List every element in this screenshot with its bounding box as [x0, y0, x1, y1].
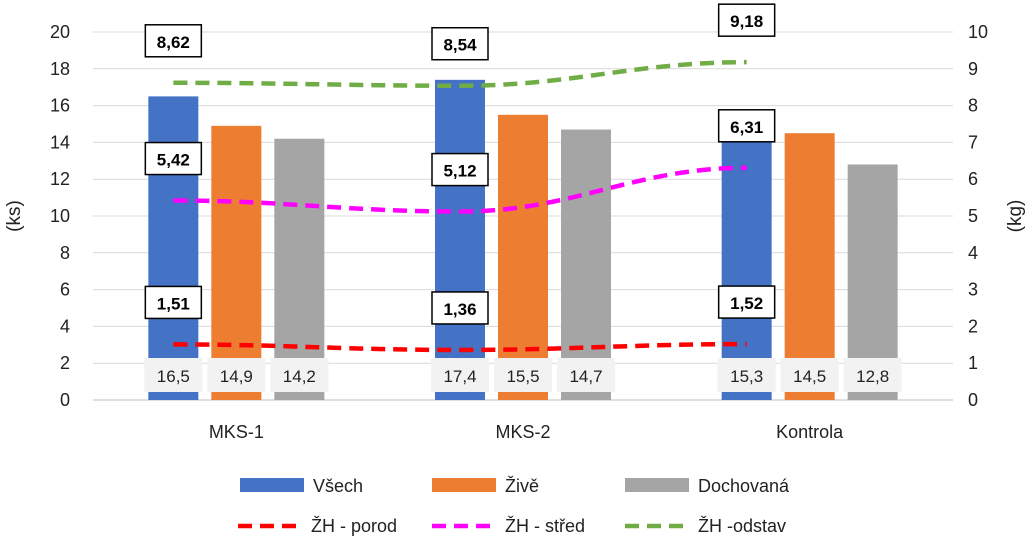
bar-value-label: 14,7 — [569, 367, 602, 386]
legend-label: Dochovaná — [698, 476, 790, 496]
legend-swatch-bar — [240, 478, 304, 492]
bar-value-label: 14,2 — [283, 367, 316, 386]
bar-value-label: 17,4 — [443, 367, 476, 386]
line-label-box — [431, 291, 489, 325]
left-tick-label: 2 — [60, 353, 70, 373]
bar-2-0 — [274, 138, 325, 400]
bar-1-2 — [784, 133, 835, 400]
line-label-box — [431, 152, 489, 187]
bar-value-label: 14,9 — [220, 367, 253, 386]
bar-label-box — [270, 358, 329, 392]
right-tick-label: 6 — [968, 169, 978, 189]
legend-label: Všech — [313, 476, 363, 496]
line-label-box — [431, 26, 489, 61]
category-labels: MKS-1 MKS-2 Kontrola — [209, 422, 844, 442]
bar-label-box — [494, 358, 552, 392]
category-label: Kontrola — [776, 422, 844, 442]
left-tick-label: 12 — [50, 169, 70, 189]
bar-value-label: 16,5 — [157, 367, 190, 386]
line-label-box — [717, 109, 776, 143]
bar-2-1 — [561, 129, 611, 400]
left-tick-label: 10 — [50, 206, 70, 226]
line-value-label: 5,42 — [157, 151, 190, 170]
category-label: MKS-2 — [495, 422, 550, 442]
legend-swatch-bar — [432, 478, 496, 492]
bar-label-box — [717, 358, 776, 392]
line-label-box — [717, 3, 776, 37]
bar-0-2 — [721, 118, 772, 400]
right-tick-label: 3 — [968, 280, 978, 300]
line-series-1 — [173, 165, 747, 214]
line-label-box — [144, 24, 203, 58]
right-tick-label: 0 — [968, 390, 978, 410]
category-label: MKS-1 — [209, 422, 264, 442]
right-tick-label: 4 — [968, 243, 978, 263]
bar-value-label: 15,5 — [506, 367, 539, 386]
trend-lines — [173, 59, 747, 353]
left-tick-label: 20 — [50, 22, 70, 42]
right-tick-label: 2 — [968, 316, 978, 336]
line-series-2 — [173, 59, 747, 88]
right-axis-title: (kg) — [1005, 200, 1026, 233]
line-label-box — [144, 141, 203, 176]
left-tick-label: 18 — [50, 59, 70, 79]
bar-1-1 — [498, 114, 548, 401]
line-value-label: 1,52 — [730, 294, 763, 313]
line-value-label: 6,31 — [730, 118, 763, 137]
bar-label-box — [843, 358, 902, 392]
bar-value-label: 15,3 — [730, 367, 763, 386]
right-tick-label: 7 — [968, 132, 978, 152]
left-axis-ticks: 0 2 4 6 8 10 12 14 16 18 20 — [50, 22, 70, 410]
line-value-label: 5,12 — [443, 162, 476, 181]
bar-label-box — [431, 358, 489, 392]
bar-value-label: 12,8 — [856, 367, 889, 386]
left-tick-label: 0 — [60, 390, 70, 410]
right-tick-label: 9 — [968, 59, 978, 79]
line-value-labels: 1,51 1,36 1,52 5,42 5,12 6,31 8,62 8,54 9,18 — [144, 3, 776, 325]
bar-label-box — [780, 358, 839, 392]
right-tick-label: 5 — [968, 206, 978, 226]
legend-swatch-bar — [625, 478, 689, 492]
right-tick-label: 1 — [968, 353, 978, 373]
line-value-label: 1,51 — [157, 294, 190, 313]
line-label-box — [717, 285, 776, 319]
bar-label-box — [207, 358, 266, 392]
line-value-label: 9,18 — [730, 12, 763, 31]
left-axis-title: (ks) — [4, 200, 25, 232]
line-value-label: 1,36 — [443, 300, 476, 319]
legend: Všech Živě Dochovaná ŽH - porod ŽH - střed ŽH… — [238, 476, 790, 536]
bars — [148, 79, 898, 401]
left-tick-label: 16 — [50, 96, 70, 116]
right-tick-label: 8 — [968, 96, 978, 116]
line-series-0 — [173, 341, 747, 353]
line-value-label: 8,62 — [157, 33, 190, 52]
left-tick-label: 14 — [50, 132, 70, 152]
left-tick-label: 6 — [60, 280, 70, 300]
bar-0-1 — [435, 79, 485, 400]
right-axis-ticks: 0 1 2 3 4 5 6 7 8 9 10 — [968, 22, 988, 410]
bar-1-0 — [211, 125, 262, 400]
line-value-label: 8,54 — [443, 36, 477, 55]
left-tick-label: 4 — [60, 316, 70, 336]
line-label-box — [144, 285, 203, 320]
left-tick-label: 8 — [60, 243, 70, 263]
bar-value-label: 14,5 — [793, 367, 826, 386]
legend-label: ŽH - střed — [505, 516, 585, 536]
legend-label: ŽH -odstav — [698, 516, 786, 536]
legend-label: ŽH - porod — [311, 516, 397, 536]
bar-label-box — [557, 358, 615, 392]
bar-value-labels: 16,5 17,4 15,3 14,9 15,5 14,5 14,2 14,7 12,8 — [144, 358, 902, 392]
right-tick-label: 10 — [968, 22, 988, 42]
bar-label-box — [144, 358, 203, 392]
legend-label: Živě — [505, 476, 539, 496]
